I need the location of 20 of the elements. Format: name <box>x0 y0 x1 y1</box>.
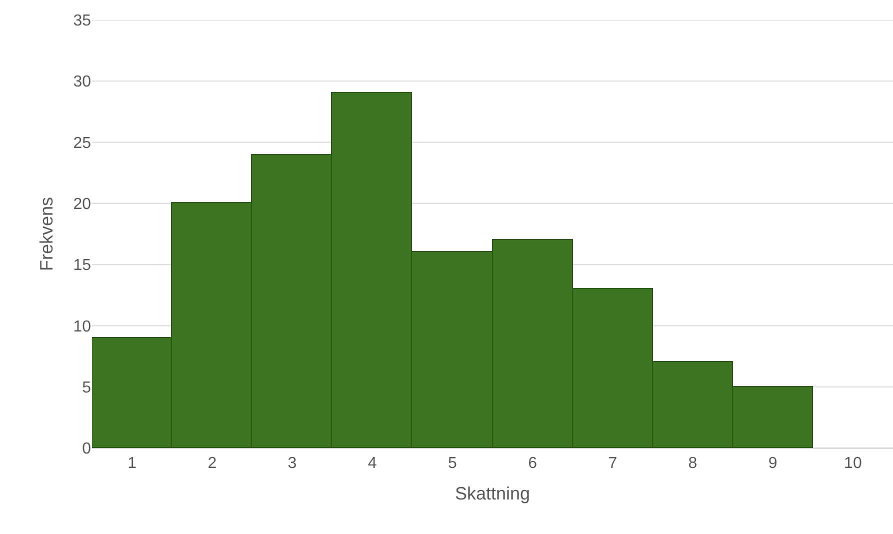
y-tick-label: 20 <box>73 196 92 214</box>
x-tick-label: 4 <box>368 455 377 472</box>
x-tick-label: 3 <box>288 455 297 472</box>
x-tick-label: 5 <box>448 455 457 472</box>
y-tick-label: 5 <box>82 379 92 396</box>
y-tick-label: 10 <box>73 318 92 336</box>
y-tick-label: 25 <box>73 134 92 152</box>
x-axis-title: Skattning <box>454 483 530 504</box>
x-tick-label: 7 <box>608 455 618 472</box>
y-tick-label: 0 <box>82 440 92 458</box>
y-tick-label: 15 <box>73 257 92 274</box>
x-tick-label: 1 <box>128 455 137 472</box>
x-tick-label: 8 <box>688 455 698 472</box>
y-axis-title: Frekvens <box>36 196 56 272</box>
x-tick-label: 9 <box>768 455 778 472</box>
x-tick-label: 6 <box>528 455 538 472</box>
x-tick-label: 10 <box>844 455 862 472</box>
y-tick-label: 35 <box>73 12 92 30</box>
x-tick-label: 2 <box>208 455 217 472</box>
y-tick-label: 30 <box>73 74 92 91</box>
